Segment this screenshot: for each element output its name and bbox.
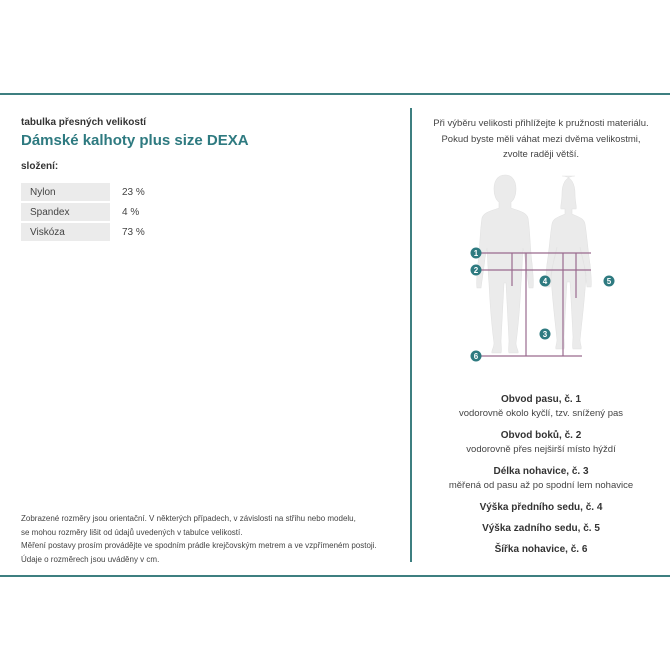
marker-3: 3	[539, 328, 551, 340]
table-row: Viskóza 73 %	[21, 223, 145, 241]
svg-text:1: 1	[474, 249, 479, 258]
svg-text:5: 5	[607, 277, 612, 286]
measurement-title: Obvod pasu, č. 1	[500, 394, 582, 405]
marker-1: 1	[470, 247, 482, 259]
note-line: Měření postavy prosím provádějte ve spod…	[21, 541, 377, 550]
page-subtitle: tabulka přesných velikostí	[21, 117, 147, 128]
material-name: Nylon	[21, 183, 110, 201]
marker-4: 4	[539, 275, 551, 287]
svg-text:4: 4	[543, 277, 548, 286]
note-line: Zobrazené rozměry jsou orientační. V něk…	[21, 514, 356, 523]
measurement-title: Výška zadního sedu, č. 5	[482, 523, 600, 534]
size-hint: Při výběru velikosti přihlížejte k pružn…	[412, 116, 670, 163]
svg-text:3: 3	[543, 330, 548, 339]
measurement-desc: vodorovně okolo kyčlí, tzv. snížený pas	[458, 408, 624, 419]
material-value: 73 %	[122, 226, 145, 238]
table-row: Spandex 4 %	[21, 203, 145, 221]
hint-line: zvolte raději větší.	[502, 149, 580, 160]
marker-5: 5	[603, 275, 615, 287]
marker-6: 6	[470, 350, 482, 362]
female-silhouette	[545, 175, 592, 350]
hint-line: Pokud byste měli váhat mezi dvěma veliko…	[441, 133, 641, 145]
size-chart-frame	[0, 93, 670, 577]
measurement-title: Výška předního sedu, č. 4	[479, 502, 603, 513]
male-silhouette	[476, 174, 534, 354]
material-name: Spandex	[21, 203, 110, 221]
measurement-title: Délka nohavice, č. 3	[493, 466, 589, 477]
svg-text:2: 2	[474, 266, 479, 275]
notes: Zobrazené rozměry jsou orientační. V něk…	[21, 512, 377, 566]
measurement-figure: 1 2 3 4 5 6	[470, 174, 615, 362]
measurement-list: Obvod pasu, č. 1 vodorovně okolo kyčlí, …	[412, 392, 670, 557]
measurement-desc: vodorovně přes nejširší místo hýždí	[466, 444, 616, 455]
measurement-title: Obvod boků, č. 2	[500, 430, 582, 441]
measurement-title: Šířka nohavice, č. 6	[494, 544, 588, 555]
material-name: Viskóza	[21, 223, 110, 241]
marker-2: 2	[470, 264, 482, 276]
table-row: Nylon 23 %	[21, 183, 145, 201]
column-divider	[410, 108, 412, 562]
note-line: se mohou rozměry lišit od údajů uvedenýc…	[21, 527, 243, 537]
svg-text:6: 6	[474, 352, 479, 361]
composition-label: složení:	[21, 161, 59, 172]
hint-line: Při výběru velikosti přihlížejte k pružn…	[433, 118, 649, 129]
note-line: Údaje o rozměrech jsou uváděny v cm.	[21, 554, 160, 564]
composition-table: Nylon 23 % Spandex 4 % Viskóza 73 %	[21, 181, 145, 243]
material-value: 23 %	[122, 186, 145, 198]
page-title: Dámské kalhoty plus size DEXA	[21, 132, 249, 149]
material-value: 4 %	[122, 206, 140, 218]
measurement-desc: měřená od pasu až po spodní lem nohavice	[448, 480, 634, 491]
